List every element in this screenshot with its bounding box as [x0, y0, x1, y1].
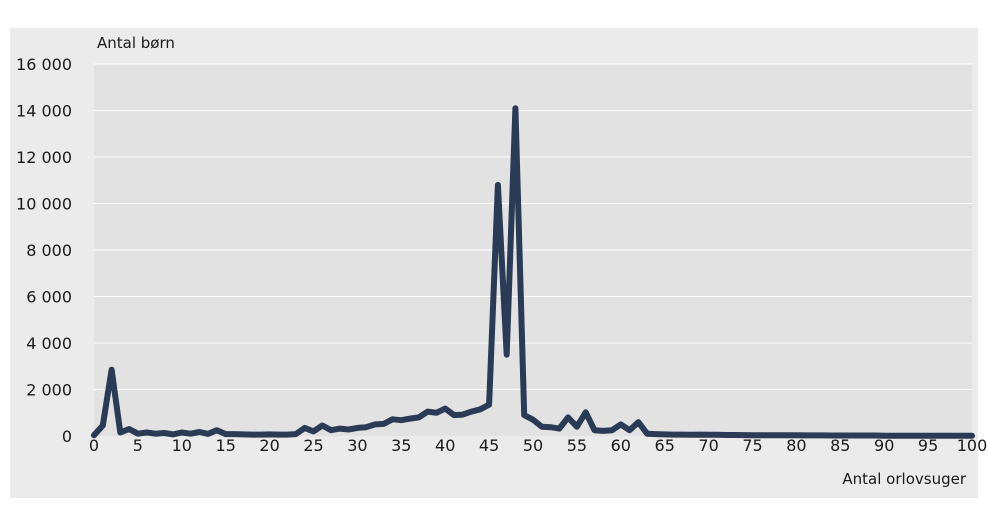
x-tick-label: 20 — [259, 436, 279, 455]
x-tick-label: 30 — [347, 436, 367, 455]
x-tick-label: 35 — [391, 436, 411, 455]
y-tick-label: 0 — [62, 427, 72, 446]
y-tick-label: 4 000 — [26, 334, 72, 353]
x-tick-label: 55 — [567, 436, 587, 455]
y-tick-label: 8 000 — [26, 241, 72, 260]
y-tick-label: 2 000 — [26, 381, 72, 400]
y-tick-label: 12 000 — [16, 148, 72, 167]
x-tick-label: 80 — [786, 436, 806, 455]
y-tick-label: 14 000 — [16, 102, 72, 121]
x-axis-title: Antal orlovsuger — [842, 470, 966, 488]
x-tick-label: 85 — [830, 436, 850, 455]
series-line — [91, 105, 975, 439]
x-tick-label: 45 — [479, 436, 499, 455]
x-tick-label: 10 — [172, 436, 192, 455]
x-tick-label: 25 — [303, 436, 323, 455]
x-tick-label: 60 — [611, 436, 631, 455]
y-tick-label: 10 000 — [16, 195, 72, 214]
x-tick-label: 95 — [918, 436, 938, 455]
x-tick-label: 65 — [655, 436, 675, 455]
x-tick-label: 100 — [957, 436, 988, 455]
y-axis-title: Antal børn — [97, 34, 175, 52]
x-tick-label: 50 — [523, 436, 543, 455]
x-axis-ticks: 0 5 10 15 20 25 30 35 40 45 50 55 60 65 70 75 80 85 90 95 10… — [89, 436, 987, 455]
x-tick-label: 15 — [216, 436, 236, 455]
x-tick-label: 75 — [742, 436, 762, 455]
y-tick-label: 16 000 — [16, 55, 72, 74]
gridlines — [94, 63, 972, 390]
x-tick-label: 0 — [89, 436, 99, 455]
y-tick-label: 6 000 — [26, 288, 72, 307]
x-tick-label: 5 — [133, 436, 143, 455]
x-tick-label: 70 — [698, 436, 718, 455]
x-tick-label: 40 — [435, 436, 455, 455]
y-axis-ticks: 0 2 000 4 000 6 000 8 000 10 000 12 000 14 000 1… — [16, 55, 72, 446]
x-tick-label: 90 — [874, 436, 894, 455]
